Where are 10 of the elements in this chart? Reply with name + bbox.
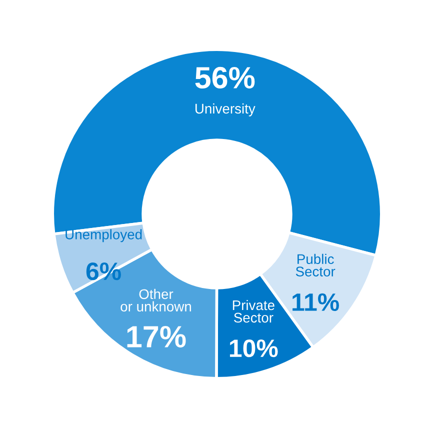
slice-label: Private Sector [232,300,274,323]
slice-label: University [195,103,256,116]
slice-label: Public Sector [296,254,336,276]
data-label: 11% [292,293,339,311]
data-label: 10% [230,339,278,358]
data-label: 56% [195,66,255,89]
data-label: 6% [86,262,121,280]
slice-label: Other or unknown [120,288,191,312]
slice-label: Unemployed [66,229,142,242]
data-label: 17% [127,326,186,348]
